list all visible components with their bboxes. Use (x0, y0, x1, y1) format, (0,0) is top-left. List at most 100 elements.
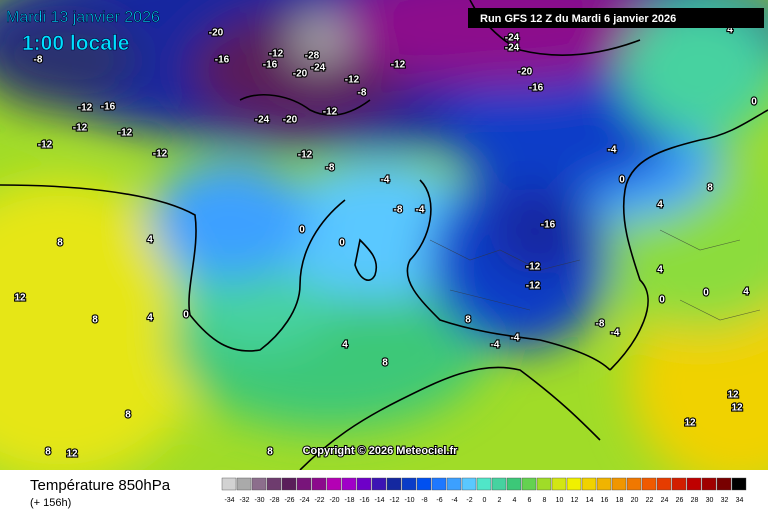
contour-label: -24 (505, 33, 520, 44)
legend-lead: (+ 156h) (30, 497, 71, 509)
contour-label: 0 (703, 288, 709, 299)
color-swatch (731, 477, 747, 491)
contour-label: 0 (751, 97, 757, 108)
color-swatch (506, 477, 522, 491)
contour-label: 4 (147, 235, 153, 246)
contour-label: 0 (339, 238, 345, 249)
color-swatch (221, 477, 237, 491)
contour-label: 8 (125, 410, 131, 421)
color-swatch (716, 477, 732, 491)
contour-label: 0 (619, 175, 625, 186)
map: -8-20-16-12-16-20-24-28-12-12-8-24 -20-12… (0, 0, 768, 470)
contour-label: -20 (209, 28, 224, 39)
scale-label: -30 (254, 497, 264, 504)
color-swatch (296, 477, 312, 491)
contour-label: 4 (342, 340, 348, 351)
contour-label: 8 (92, 315, 98, 326)
color-swatch (566, 477, 582, 491)
contour-label: 8 (382, 358, 388, 369)
color-swatch (236, 477, 252, 491)
color-swatch (671, 477, 687, 491)
contour-label: -24 (255, 115, 270, 126)
contour-label: -12 (298, 150, 313, 161)
color-swatch (701, 477, 717, 491)
scale-label: 4 (513, 497, 517, 504)
color-swatch (386, 477, 402, 491)
contour-label: 4 (727, 25, 733, 36)
color-swatch (536, 477, 552, 491)
map-date: Mardi 13 janvier 2026 (6, 9, 160, 26)
scale-label: -28 (269, 497, 279, 504)
borders (429, 229, 761, 321)
color-swatch (416, 477, 432, 491)
contour-label: -16 (215, 55, 230, 66)
contour-label: 12 (684, 418, 696, 429)
contour-label: -12 (78, 103, 93, 114)
scale-label: -26 (284, 497, 294, 504)
scale-label: -24 (299, 497, 309, 504)
color-swatch (371, 477, 387, 491)
contour-label: -4 (381, 175, 390, 186)
scale-label: -16 (359, 497, 369, 504)
contour-label: -12 (269, 49, 284, 60)
color-swatch (656, 477, 672, 491)
contour-label: 12 (66, 449, 78, 460)
contour-label: 4 (657, 265, 663, 276)
scale-label: 10 (556, 497, 564, 504)
run-box (468, 8, 764, 28)
color-swatch (446, 477, 462, 491)
contour-label: -28 (305, 51, 320, 62)
contour-label: -12 (73, 123, 88, 134)
contour-label: -8 (326, 163, 335, 174)
color-swatch (611, 477, 627, 491)
legend-title: Température 850hPa (30, 477, 171, 494)
contour-label: 0 (299, 225, 305, 236)
contour-label: -12 (38, 140, 53, 151)
contour-label: -12 (118, 128, 133, 139)
contour-label: 8 (45, 447, 51, 458)
color-swatch (596, 477, 612, 491)
color-swatch (266, 477, 282, 491)
contour-label: 12 (14, 293, 26, 304)
temperature-field (0, 0, 768, 470)
contour-label: -12 (323, 107, 338, 118)
scale-label: 26 (676, 497, 684, 504)
contour-label: -4 (491, 340, 500, 351)
color-swatch (521, 477, 537, 491)
color-swatch (551, 477, 567, 491)
contour-label: -4 (611, 328, 620, 339)
contour-label: -16 (263, 60, 278, 71)
contour-label: -4 (608, 145, 617, 156)
contour-label: 12 (731, 403, 743, 414)
scale-label: -22 (314, 497, 324, 504)
color-swatch (491, 477, 507, 491)
contour-label: -12 (345, 75, 360, 86)
contour-label: 8 (707, 183, 713, 194)
color-swatch (311, 477, 327, 491)
color-swatch (431, 477, 447, 491)
color-swatch (641, 477, 657, 491)
contour-label: 0 (659, 295, 665, 306)
contour-label: -4 (416, 205, 425, 216)
run-info: Run GFS 12 Z du Mardi 6 janvier 2026 (480, 13, 676, 25)
scale-label: 0 (483, 497, 487, 504)
scale-label: 28 (691, 497, 699, 504)
color-swatch (686, 477, 702, 491)
color-swatch (281, 477, 297, 491)
scale-label: 34 (736, 497, 744, 504)
contour-label: 4 (147, 313, 153, 324)
scale-label: 30 (706, 497, 714, 504)
legend-strip (0, 470, 768, 512)
scale-label: 22 (646, 497, 654, 504)
scale-label: -2 (466, 497, 472, 504)
contour-label: -8 (596, 319, 605, 330)
scale-label: 24 (661, 497, 669, 504)
contour-label: -20 (293, 69, 308, 80)
contour-label: -20 (518, 67, 533, 78)
scale-label: -18 (344, 497, 354, 504)
scale-label: -20 (329, 497, 339, 504)
scale-label: -6 (436, 497, 442, 504)
contour-label: -12 (526, 281, 541, 292)
scale-label: 12 (571, 497, 579, 504)
